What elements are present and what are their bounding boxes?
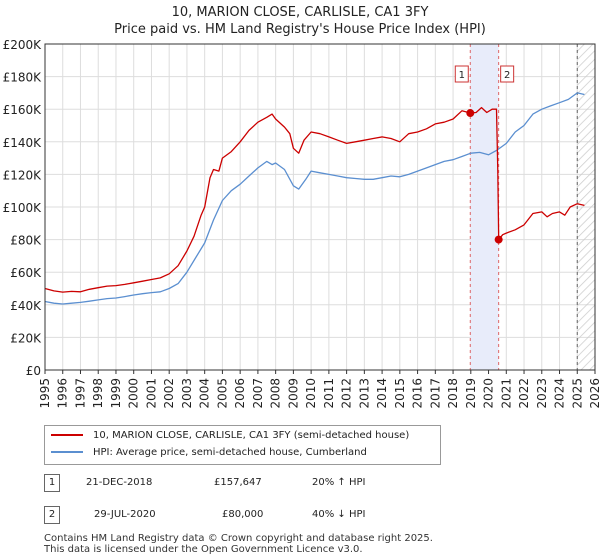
- x-tick-label: 2000: [127, 378, 141, 409]
- x-tick-label: 2004: [198, 378, 212, 409]
- future-hatch: [577, 44, 595, 370]
- legend-item-hpi: HPI: Average price, semi-detached house,…: [51, 445, 367, 461]
- x-tick-label: 2006: [233, 378, 247, 409]
- footer-copyright: Contains HM Land Registry data © Crown c…: [44, 533, 433, 544]
- legend-label-property: 10, MARION CLOSE, CARLISLE, CA1 3FY (sem…: [93, 430, 410, 441]
- annotation-badge: 1: [44, 474, 60, 492]
- x-tick-label: 2011: [322, 378, 336, 409]
- annotation-change: 20% ↑ HPI: [312, 477, 366, 488]
- annotation-badge: 2: [44, 506, 60, 524]
- annotation-price: £157,647: [214, 477, 262, 488]
- sale-marker-label: 1: [459, 70, 465, 81]
- x-tick-label: 2009: [286, 378, 300, 409]
- x-tick-label: 2023: [535, 378, 549, 409]
- y-tick-label: £0: [26, 364, 41, 378]
- chart-title: 10, MARION CLOSE, CARLISLE, CA1 3FY: [171, 5, 429, 20]
- x-tick-label: 2010: [304, 378, 318, 409]
- sale-point: [494, 235, 503, 244]
- x-tick-label: 2018: [446, 378, 460, 409]
- legend-swatch-hpi: [51, 451, 83, 453]
- x-tick-label: 2022: [517, 378, 531, 409]
- hpi-line: [44, 92, 585, 305]
- price-chart: £0 £20K £40K £60K £80K £100K £120K £140K £160K £1…: [3, 38, 600, 409]
- x-tick-label: 2019: [464, 378, 478, 409]
- y-tick-label: £80K: [10, 234, 42, 248]
- y-tick-label: £40K: [10, 299, 42, 313]
- x-tick-label: 1996: [56, 378, 70, 409]
- footer-licence: This data is licensed under the Open Gov…: [44, 544, 363, 555]
- y-tick-label: £180K: [3, 71, 43, 85]
- sale-period-shade: [470, 44, 499, 370]
- x-tick-label: 2008: [269, 378, 283, 409]
- annotation-price: £80,000: [222, 509, 264, 520]
- y-tick-label: £120K: [3, 168, 43, 182]
- chart-subtitle: Price paid vs. HM Land Registry's House …: [114, 22, 486, 37]
- sale-marker-label: 2: [504, 70, 510, 81]
- x-tick-label: 2005: [215, 378, 229, 409]
- property-price-line: [44, 106, 585, 293]
- x-tick-label: 1995: [38, 378, 52, 409]
- x-tick-label: 2003: [180, 378, 194, 409]
- x-tick-label: 2024: [553, 378, 567, 409]
- x-tick-label: 2012: [340, 378, 354, 409]
- y-tick-label: £140K: [3, 136, 43, 150]
- x-tick-label: 2014: [375, 378, 389, 409]
- y-tick-label: £60K: [10, 266, 42, 280]
- y-tick-label: £200K: [3, 38, 43, 52]
- x-tick-label: 2025: [570, 378, 584, 409]
- y-tick-label: £160K: [3, 103, 43, 117]
- x-tick-label: 2015: [393, 378, 407, 409]
- x-tick-label: 2020: [482, 378, 496, 409]
- x-tick-label: 2007: [251, 378, 265, 409]
- x-tick-label: 2001: [144, 378, 158, 409]
- y-tick-label: £20K: [10, 331, 42, 345]
- legend-label-hpi: HPI: Average price, semi-detached house,…: [93, 447, 367, 458]
- x-tick-label: 2021: [499, 378, 513, 409]
- x-tick-label: 2002: [162, 378, 176, 409]
- annotation-date: 21-DEC-2018: [86, 477, 153, 488]
- legend: 10, MARION CLOSE, CARLISLE, CA1 3FY (sem…: [44, 425, 441, 465]
- x-tick-label: 1998: [91, 378, 105, 409]
- annotation-date: 29-JUL-2020: [94, 509, 156, 520]
- x-tick-label: 1997: [73, 378, 87, 409]
- x-tick-label: 2013: [357, 378, 371, 409]
- x-tick-label: 1999: [109, 378, 123, 409]
- y-tick-label: £100K: [3, 201, 43, 215]
- x-tick-label: 2026: [588, 378, 600, 409]
- plot-frame: [44, 43, 596, 371]
- sale-marker-box: [454, 65, 469, 83]
- x-tick-label: 2017: [428, 378, 442, 409]
- x-tick-label: 2016: [411, 378, 425, 409]
- annotation-change: 40% ↓ HPI: [312, 509, 366, 520]
- sale-point: [466, 109, 475, 118]
- sale-marker-box: [500, 65, 515, 83]
- legend-swatch-property: [51, 434, 83, 436]
- legend-item-property: 10, MARION CLOSE, CARLISLE, CA1 3FY (sem…: [51, 428, 409, 444]
